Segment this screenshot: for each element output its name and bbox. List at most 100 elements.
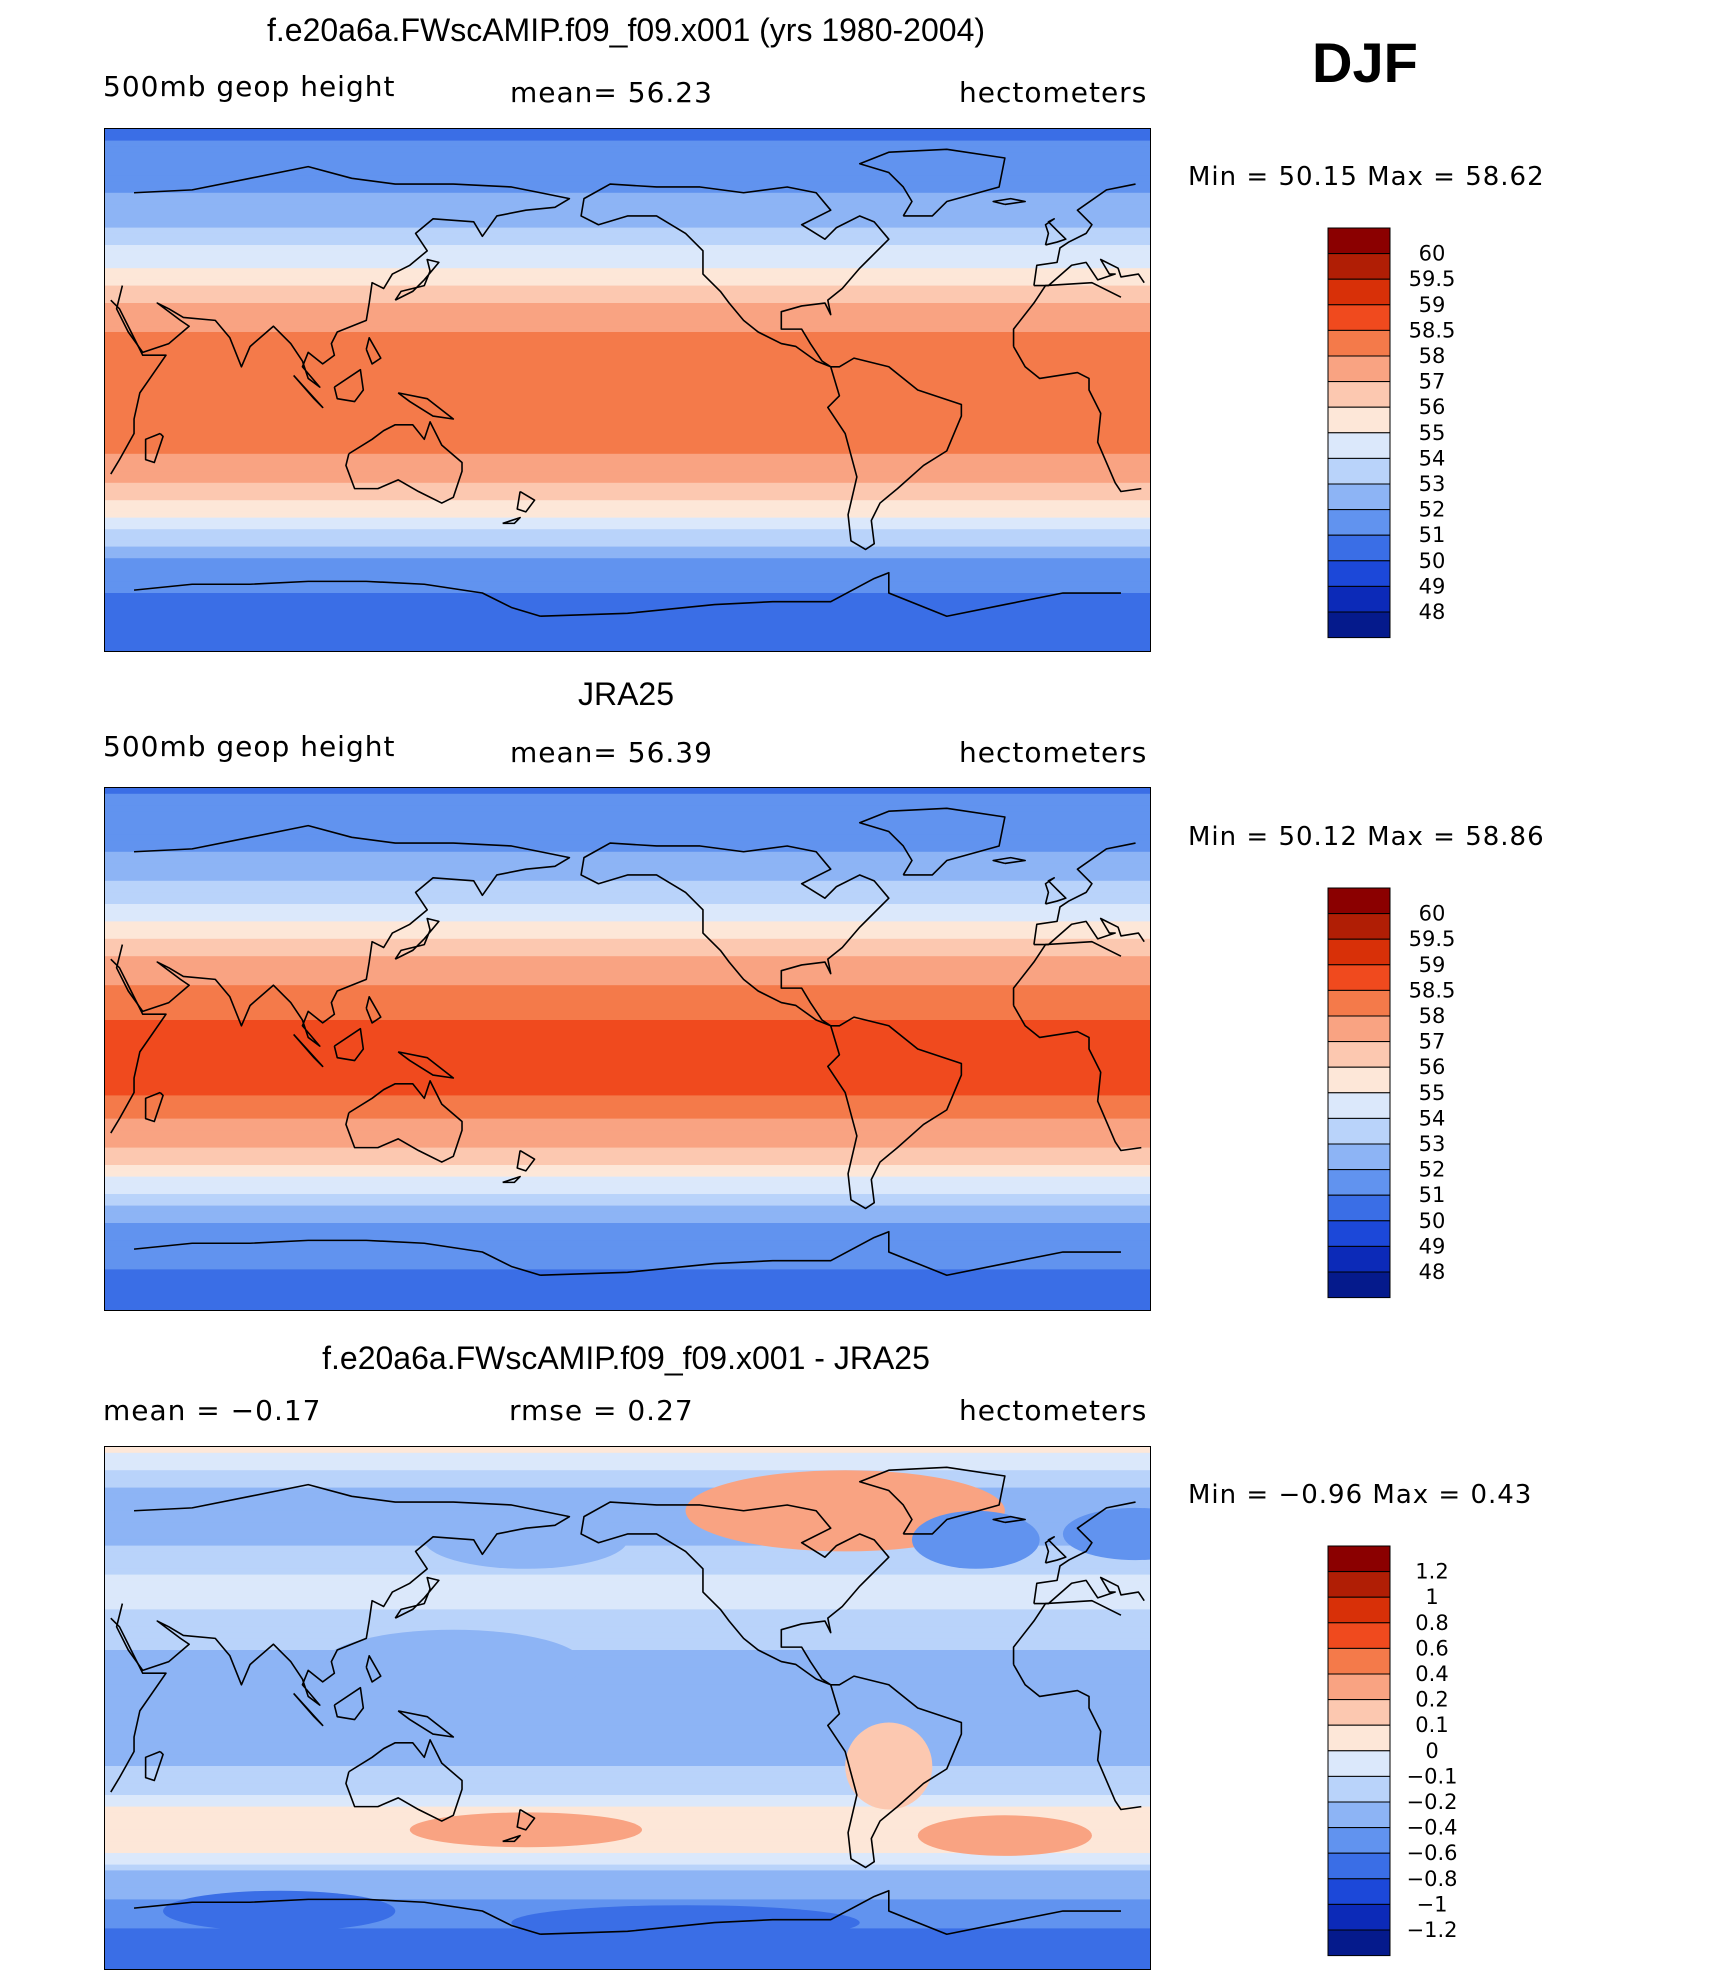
field-band <box>105 587 1150 594</box>
field-band <box>105 395 1150 403</box>
field-band <box>105 506 1150 513</box>
field-band <box>105 639 1150 646</box>
colorbar-box <box>1327 457 1391 485</box>
field-band <box>105 909 1150 917</box>
field-band <box>105 198 1150 206</box>
colorbar-tick-label: 58 <box>1419 1004 1446 1028</box>
field-band <box>105 152 1150 159</box>
field-band <box>105 956 1150 963</box>
field-band <box>105 1205 1150 1213</box>
world-coastlines-icon <box>110 1466 1145 1936</box>
colorbar-box <box>1327 1545 1391 1573</box>
field-band <box>105 140 1150 148</box>
panel1-map <box>104 128 1151 652</box>
field-band <box>105 1083 1150 1091</box>
field-band <box>105 390 1150 397</box>
field-band <box>105 465 1150 472</box>
field-band <box>105 1054 1150 1062</box>
field-band <box>105 1940 1150 1947</box>
field-band <box>105 1304 1150 1310</box>
colorbar-tick-label: 52 <box>1419 498 1446 522</box>
colorbar-tick-label: 49 <box>1419 574 1446 598</box>
field-band <box>105 453 1150 461</box>
field-band <box>105 1650 1150 1657</box>
field-band <box>105 1893 1150 1901</box>
field-band <box>105 1592 1150 1599</box>
field-band <box>105 1516 1150 1524</box>
colorbar-box <box>1327 1245 1391 1273</box>
colorbar-box <box>1327 329 1391 357</box>
field-band <box>105 1234 1150 1242</box>
field-band <box>105 857 1150 865</box>
panel2-title: JRA25 <box>577 676 675 712</box>
field-band <box>105 1170 1150 1178</box>
colorbar-box <box>1327 1852 1391 1880</box>
field-band <box>105 250 1150 258</box>
field-band <box>105 1246 1150 1253</box>
panel3-units-label: hectometers <box>959 1394 1148 1427</box>
panel3-map <box>104 1446 1151 1970</box>
colorbar-tick-label: 58.5 <box>1409 318 1456 342</box>
field-band <box>105 1812 1150 1819</box>
field-band <box>105 973 1150 981</box>
field-band <box>105 1240 1150 1247</box>
field-band <box>105 1124 1150 1131</box>
field-band <box>105 1644 1150 1651</box>
colorbar-tick-label: 59.5 <box>1409 927 1456 951</box>
field-band <box>105 1223 1150 1230</box>
field-band <box>105 996 1150 1004</box>
field-band <box>105 163 1150 171</box>
anomaly-region <box>163 1890 396 1932</box>
field-band <box>105 349 1150 356</box>
field-band <box>105 314 1150 322</box>
field-band <box>105 1487 1150 1495</box>
colorbar-tick-label: 55 <box>1419 421 1446 445</box>
colorbar-tick-label: −0.2 <box>1407 1790 1458 1814</box>
field-band <box>105 291 1150 298</box>
colorbar-box <box>1327 1143 1391 1171</box>
field-band <box>105 343 1150 351</box>
field-band <box>105 927 1150 934</box>
field-band <box>105 448 1150 455</box>
field-band <box>105 1835 1150 1843</box>
panel1-minmax: Min = 50.15 Max = 58.62 <box>1188 162 1545 192</box>
colorbar-tick-label: 51 <box>1419 523 1446 547</box>
field-band <box>105 1574 1150 1582</box>
field-band <box>105 424 1150 432</box>
field-band <box>105 846 1150 853</box>
field-band <box>105 535 1150 542</box>
field-band <box>105 1165 1150 1172</box>
field-band <box>105 1078 1150 1085</box>
colorbar-tick-label: 54 <box>1419 1106 1446 1130</box>
field-band <box>105 540 1150 548</box>
colorbar-tick-label: 0.4 <box>1415 1662 1448 1686</box>
field-band <box>105 477 1150 484</box>
colorbar-box <box>1327 1117 1391 1145</box>
field-band <box>105 1771 1150 1779</box>
field-band <box>105 1452 1150 1460</box>
field-band <box>105 967 1150 975</box>
field-band <box>105 1853 1150 1860</box>
colorbar-box <box>1327 1596 1391 1624</box>
field-band <box>105 892 1150 899</box>
field-band <box>105 1159 1150 1166</box>
field-band <box>105 788 1150 795</box>
field-band <box>105 1568 1150 1576</box>
field-band <box>105 192 1150 200</box>
panel3-rmse-label: rmse = 0.27 <box>509 1394 694 1427</box>
field-band <box>105 645 1150 651</box>
field-band <box>105 494 1150 501</box>
field-band <box>105 326 1150 333</box>
field-band <box>105 1563 1150 1570</box>
colorbar-box <box>1327 1271 1391 1299</box>
field-band <box>105 1887 1150 1895</box>
panel3-minmax: Min = −0.96 Max = 0.43 <box>1188 1480 1533 1510</box>
field-band <box>105 1708 1150 1715</box>
field-band <box>105 1742 1150 1750</box>
field-band <box>105 1766 1150 1773</box>
field-band <box>105 1118 1150 1126</box>
colorbar-box <box>1327 1801 1391 1829</box>
colorbar-tick-label: 59 <box>1419 953 1446 977</box>
field-band <box>105 1719 1150 1727</box>
colorbar-tick-label: 59.5 <box>1409 267 1456 291</box>
